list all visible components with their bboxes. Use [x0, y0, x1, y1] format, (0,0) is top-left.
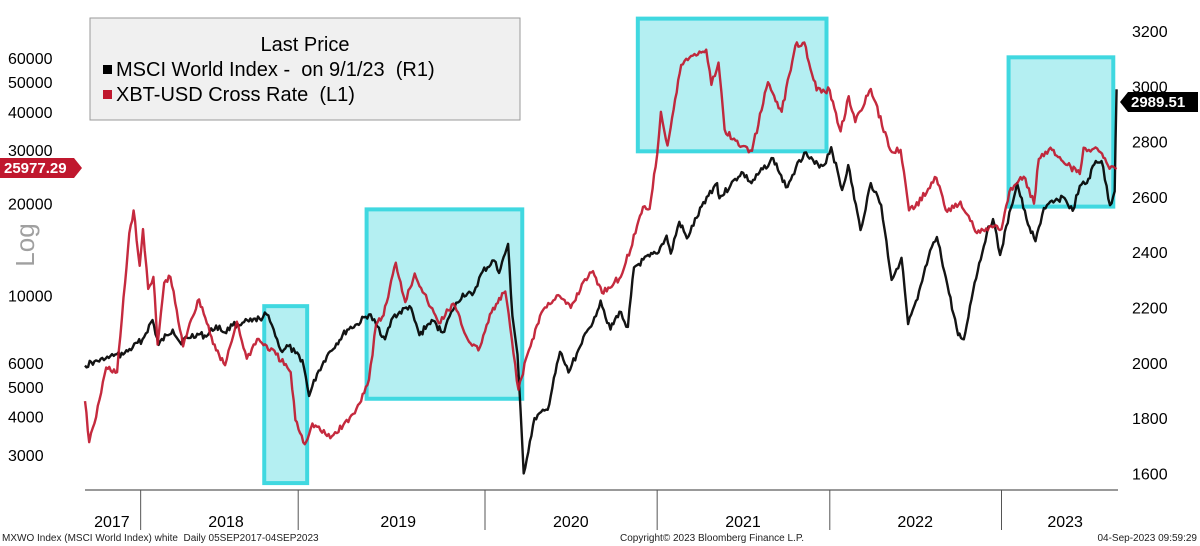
msci-last-value-tag: 2989.51 [1120, 92, 1198, 112]
left-tick-label: 40000 [8, 105, 53, 122]
left-tick-label: 5000 [8, 380, 44, 397]
legend-title: Last Price [261, 34, 350, 56]
xbt-usd-line [83, 41, 1118, 446]
msci-world-line [84, 89, 1118, 475]
right-tick-label: 2000 [1132, 356, 1168, 373]
right-tick-label: 2400 [1132, 245, 1168, 262]
highlight-box-1 [262, 304, 310, 486]
x-year-label: 2022 [897, 514, 933, 531]
xbt-last-value-tag: 25977.29 [0, 158, 82, 178]
right-tick-label: 2200 [1132, 301, 1168, 318]
left-tick-label: 4000 [8, 410, 44, 427]
right-tick-label: 3200 [1132, 24, 1168, 41]
series-lines [83, 41, 1118, 475]
highlight-box-2 [364, 207, 525, 401]
xbt-last-value-marker [0, 158, 82, 178]
x-year-label: 2018 [208, 514, 244, 531]
left-tick-label: 6000 [8, 356, 44, 373]
right-tick-label: 1800 [1132, 411, 1168, 428]
left-tick-label: 3000 [8, 448, 44, 465]
x-year-label: 2023 [1047, 514, 1083, 531]
right-tick-label: 2600 [1132, 190, 1168, 207]
x-year-label: 2021 [725, 514, 761, 531]
right-tick-label: 1600 [1132, 466, 1168, 483]
footer-right: 04-Sep-2023 09:59:29 [1097, 533, 1197, 544]
x-year-label: 2020 [553, 514, 589, 531]
log-scale-label: Log [10, 223, 40, 266]
legend: Last Price MSCI World Index - on 9/1/23 … [89, 17, 521, 121]
legend-box [89, 17, 521, 121]
legend-swatch-xbt [103, 90, 112, 99]
left-tick-label: 20000 [8, 197, 53, 214]
left-tick-label: 30000 [8, 143, 53, 160]
axes: 3000 4000 5000 6000 10000 20000 30000 40000 5000… [8, 24, 1168, 531]
x-axis-year-labels: 2017 2018 2019 2020 2021 2022 2023 [94, 514, 1083, 531]
x-year-label: 2017 [94, 514, 130, 531]
left-tick-label: 60000 [8, 51, 53, 68]
xbt-last-value: 25977.29 [4, 160, 67, 177]
left-tick-label: 50000 [8, 75, 53, 92]
left-tick-label: 10000 [8, 288, 53, 305]
footer-left: MXWO Index (MSCI World Index) white Dail… [2, 533, 319, 544]
legend-label-msci: MSCI World Index - on 9/1/23 (R1) [116, 59, 435, 81]
x-year-label: 2019 [380, 514, 416, 531]
highlight-box-3 [635, 16, 829, 154]
left-axis-ticks: 3000 4000 5000 6000 10000 20000 30000 40000 5000… [8, 51, 53, 465]
highlight-box-4 [1006, 55, 1116, 209]
x-axis-separators [140, 490, 1002, 530]
msci-last-value: 2989.51 [1131, 94, 1185, 111]
footer-center: Copyright© 2023 Bloomberg Finance L.P. [620, 533, 804, 544]
legend-swatch-msci [103, 65, 112, 74]
msci-last-value-marker [1120, 92, 1198, 112]
legend-label-xbt: XBT-USD Cross Rate (L1) [116, 84, 355, 106]
right-tick-label: 2800 [1132, 135, 1168, 152]
